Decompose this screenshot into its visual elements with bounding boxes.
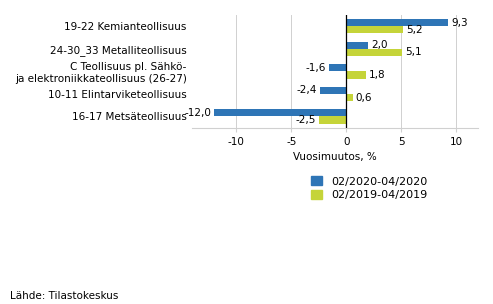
- Bar: [329, 64, 346, 71]
- Bar: [346, 94, 353, 101]
- X-axis label: Vuosimuutos, %: Vuosimuutos, %: [293, 152, 377, 162]
- Text: 2,0: 2,0: [371, 40, 387, 50]
- Text: 0,6: 0,6: [355, 92, 372, 102]
- Text: -2,4: -2,4: [297, 85, 317, 95]
- Bar: [319, 116, 346, 124]
- Text: -12,0: -12,0: [185, 108, 211, 118]
- Text: 5,2: 5,2: [406, 25, 423, 35]
- Text: 9,3: 9,3: [451, 18, 468, 28]
- Bar: [346, 42, 368, 49]
- Bar: [346, 19, 448, 26]
- Bar: [214, 109, 346, 116]
- Text: -2,5: -2,5: [296, 115, 316, 125]
- Bar: [346, 71, 366, 78]
- Bar: [320, 87, 346, 94]
- Text: -1,6: -1,6: [306, 63, 326, 73]
- Text: 5,1: 5,1: [405, 47, 422, 57]
- Bar: [346, 26, 403, 33]
- Text: 1,8: 1,8: [369, 70, 386, 80]
- Bar: [346, 49, 402, 56]
- Legend: 02/2020-04/2020, 02/2019-04/2019: 02/2020-04/2020, 02/2019-04/2019: [312, 176, 427, 200]
- Text: Lähde: Tilastokeskus: Lähde: Tilastokeskus: [10, 291, 118, 301]
